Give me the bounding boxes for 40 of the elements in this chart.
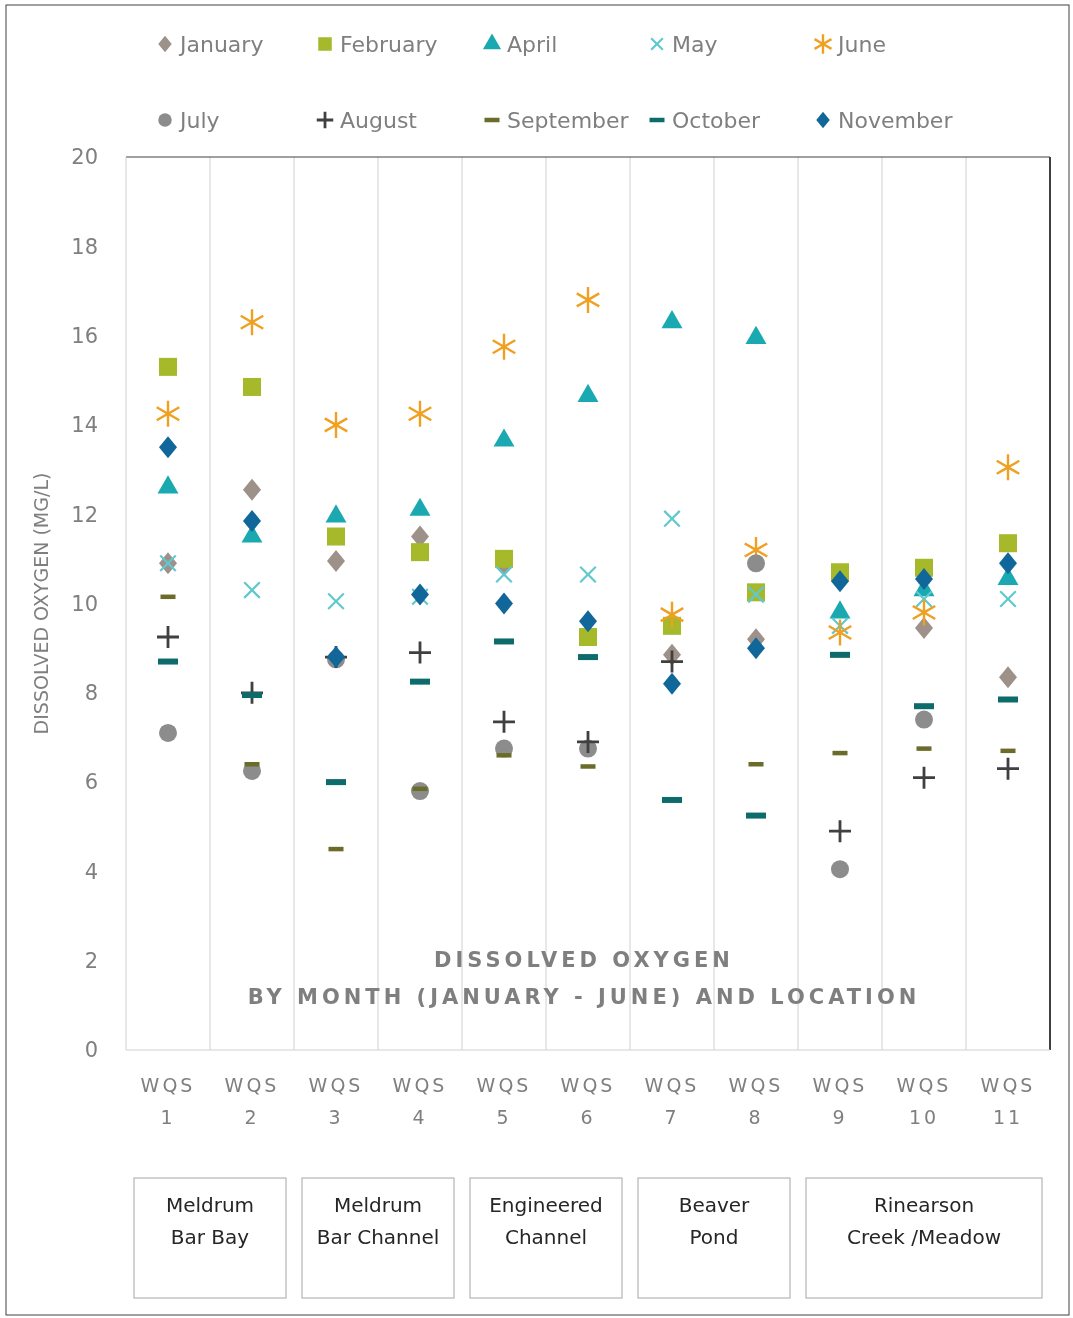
y-tick-label: 18: [71, 234, 98, 259]
x-tick-label: WQS 7: [644, 1074, 700, 1128]
text: BY MONTH (JANUARY - JUNE) AND LOCATION: [247, 985, 921, 1009]
text: Engineered Channel: [489, 1193, 603, 1249]
legend-label: October: [672, 107, 761, 133]
y-tick-label: 4: [84, 859, 98, 884]
legend-label: July: [178, 107, 220, 133]
legend-label: April: [507, 31, 558, 57]
text: DISSOLVED OXYGEN: [434, 948, 734, 972]
x-tick-label: WQS 1: [140, 1074, 196, 1128]
x-tick-label: WQS 4: [392, 1074, 448, 1128]
y-tick-label: 20: [71, 145, 98, 170]
y-tick-label: 14: [71, 413, 98, 438]
y-tick-label: 12: [71, 502, 98, 527]
legend-label: November: [838, 107, 954, 133]
text: Meldrum Bar Channel: [316, 1193, 440, 1249]
x-tick-label: WQS 10: [896, 1074, 952, 1128]
y-tick-label: 10: [71, 591, 98, 616]
legend-label: May: [672, 31, 718, 57]
x-tick-label: WQS 8: [728, 1074, 784, 1128]
y-axis-title: DISSOLVED OXYGEN (MG/L): [30, 472, 52, 735]
legend-label: June: [836, 31, 886, 57]
y-tick-label: 6: [84, 770, 98, 795]
text: Meldrum Bar Bay: [165, 1193, 255, 1249]
y-tick-label: 8: [84, 681, 98, 706]
text: Rinearson Creek /Meadow: [846, 1193, 1002, 1249]
x-tick-label: WQS 2: [224, 1074, 280, 1128]
x-tick-label: WQS 11: [980, 1074, 1036, 1128]
x-tick-label: WQS 9: [812, 1074, 868, 1128]
x-tick-label: WQS 5: [476, 1074, 532, 1128]
legend-label: January: [178, 31, 264, 57]
x-tick-label: WQS 6: [560, 1074, 616, 1128]
y-tick-label: 0: [84, 1038, 98, 1063]
legend-label: September: [507, 107, 630, 133]
y-tick-label: 2: [84, 949, 98, 974]
y-tick-label: 16: [71, 323, 98, 348]
legend-label: August: [340, 107, 418, 133]
legend-label: February: [340, 31, 438, 57]
x-tick-label: WQS 3: [308, 1074, 364, 1128]
text: Beaver Pond: [678, 1193, 751, 1249]
